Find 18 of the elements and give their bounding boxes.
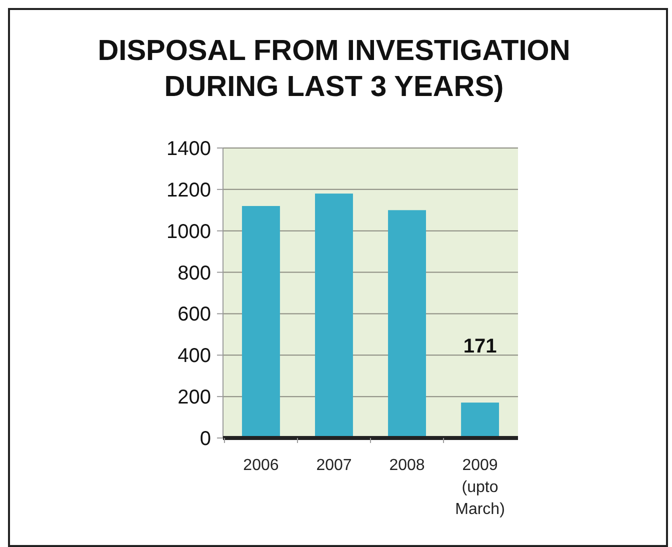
y-tick-label: 1000 (166, 220, 211, 243)
bar (315, 194, 353, 438)
x-tick-label: 2008 (389, 457, 425, 474)
y-tick-label: 800 (178, 262, 211, 284)
y-tick-label: 0 (200, 428, 211, 450)
bar (388, 210, 426, 438)
y-tick-label: 1200 (166, 179, 211, 202)
data-label: 171 (463, 336, 497, 358)
x-tick-label: 2009 (upto March) (455, 457, 505, 518)
bar (461, 402, 500, 438)
y-tick-label: 1400 (166, 138, 211, 160)
y-tick-label: 600 (178, 304, 211, 326)
x-tick-label: 2006 (243, 457, 279, 474)
y-tick-label: 200 (178, 386, 211, 409)
chart-title: DISPOSAL FROM INVESTIGATION DURING LAST 3 YEARS) (98, 35, 570, 103)
x-tick-label: 2007 (316, 457, 352, 474)
y-tick-label: 400 (178, 345, 211, 368)
bar (242, 206, 280, 438)
